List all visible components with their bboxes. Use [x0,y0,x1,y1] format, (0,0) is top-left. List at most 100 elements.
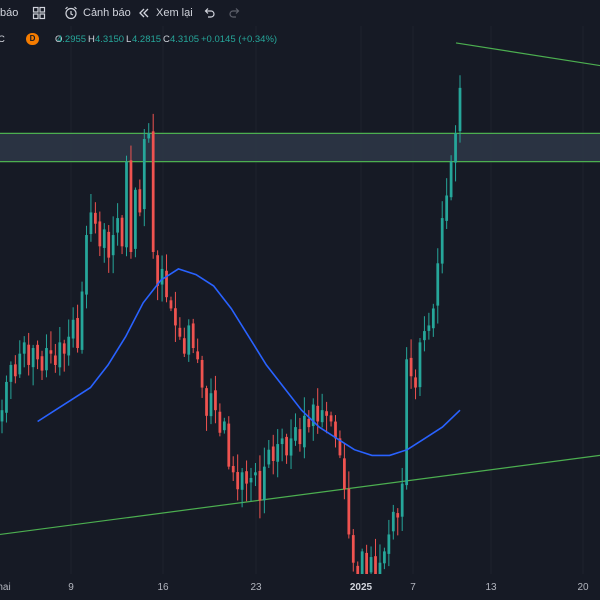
close-value: 4.3105 [170,33,200,45]
candle-body [89,212,93,235]
candle-body [174,308,177,326]
candle-body [222,421,226,431]
candle-body [316,405,320,422]
symbol-partial: C [0,33,5,45]
price-chart[interactable] [0,26,600,574]
candle-body [307,418,311,428]
candle-body [240,472,244,490]
candle-body [334,421,337,439]
candle-body [329,415,333,422]
x-tick-label: 9 [68,582,74,593]
candle-body [343,458,346,490]
candle-body [5,381,8,413]
undo-icon [204,8,215,18]
candle-body [187,325,191,355]
candle-body [414,377,417,388]
candle-body [31,348,35,368]
undo-button[interactable] [202,0,216,26]
candle-body [267,449,271,465]
candle-body [107,231,111,258]
candle-body [302,415,306,448]
candle-body [347,488,351,535]
candle-body [351,535,355,563]
candle-body [116,218,119,233]
candle-body [378,562,382,574]
low-label: L [126,33,132,45]
grid-layout-icon [32,6,46,20]
candle-body [58,342,62,368]
candle-body [45,348,48,371]
x-tick-label: 7 [410,582,416,593]
close-label: C [163,33,170,45]
trendline [0,454,600,536]
candle-body [22,342,26,354]
indicator-template-button[interactable]: báo [0,0,18,26]
top-toolbar: báo Cảnh báo Xem lại [0,0,600,26]
candle-body [196,351,200,360]
x-tick-label: 20 [577,582,589,593]
rewind-icon [139,8,149,18]
candle-body [356,565,360,574]
candle-body [200,359,204,388]
candle-body [431,308,435,329]
candle-body [365,552,368,574]
candle-body [125,161,128,248]
alarm-clock-icon [65,6,77,20]
candle-body [383,551,386,564]
candle-body [254,472,257,476]
candle-body [454,133,457,163]
high-value: 4.3150 [95,33,125,45]
candle-body [142,138,146,210]
candle-body [338,438,342,456]
candle-body [9,364,13,382]
candle-body [298,429,302,445]
candle-body [205,388,208,416]
candle-body [98,221,102,247]
resistance-zone [0,133,600,162]
layout-button[interactable] [32,0,46,26]
candle-body [151,131,155,252]
candle-body [182,338,186,354]
candle-body [311,404,315,427]
moving-average-line [37,268,461,457]
candle-body [227,423,231,467]
candle-body [147,133,151,139]
x-tick-label: hai [0,582,11,593]
candle-body [129,160,133,252]
candle-body [249,477,253,483]
candle-body [436,263,440,306]
open-label: O [55,33,63,45]
candle-body [280,438,284,445]
replay-button[interactable]: Xem lại [137,0,193,26]
candle-body [262,466,266,501]
time-axis[interactable]: hai 9 16 23 2025 7 13 20 [0,574,600,600]
high-label: H [88,33,95,45]
candle-body [231,465,235,473]
x-tick-label: 13 [485,582,497,593]
candle-body [271,446,275,462]
alert-button[interactable]: Cảnh báo [64,0,131,26]
x-tick-label: 23 [250,582,262,593]
candle-body [294,427,297,441]
candle-body [160,268,164,285]
redo-button[interactable] [228,0,242,26]
candle-body [396,513,400,518]
candle-body [165,270,168,298]
candle-body [387,534,391,554]
candle-body [76,318,79,349]
candle-body [169,300,173,309]
candle-body [36,344,39,360]
candle-body [102,229,106,248]
indicator-template-label: báo [0,7,19,19]
candle-body [27,344,31,365]
candle-body [445,195,449,221]
candle-body [440,218,444,264]
interval-badge[interactable]: D [26,33,39,45]
candle-body [320,410,324,423]
candle-body [0,410,4,422]
candle-body [418,342,422,388]
candle-body [258,470,262,501]
candle-body [13,364,17,377]
candle-body [409,357,413,377]
candle-body [53,355,57,365]
